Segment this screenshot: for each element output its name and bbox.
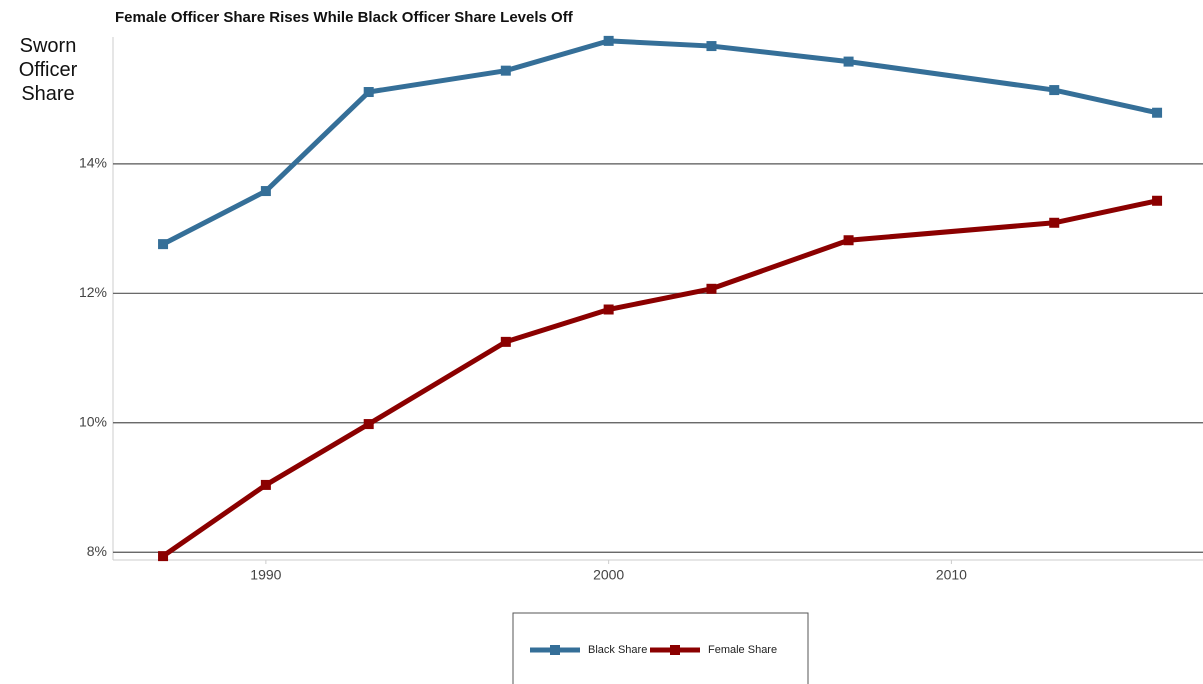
point [158, 551, 169, 562]
point [706, 41, 717, 52]
point [1049, 85, 1060, 96]
y-tick-label: 14% [79, 155, 107, 171]
y-tick-label: 12% [79, 284, 107, 300]
legend-marker [550, 645, 560, 655]
point [1049, 217, 1060, 228]
x-tick-label: 2000 [593, 567, 624, 583]
point [260, 186, 271, 197]
y-tick-label: 8% [87, 543, 107, 559]
x-tick-label: 1990 [250, 567, 281, 583]
point [363, 419, 374, 430]
point [1152, 107, 1163, 118]
point [260, 479, 271, 490]
point [500, 336, 511, 347]
chart-title: Female Officer Share Rises While Black O… [115, 9, 574, 26]
legend-label: Female Share [708, 644, 777, 656]
point [158, 239, 169, 250]
y-tick-label: 10% [79, 413, 107, 429]
x-tick-label: 2010 [936, 567, 967, 583]
series-line [161, 38, 1158, 247]
point [1152, 195, 1163, 206]
point [363, 87, 374, 98]
legend-label: Black Share [588, 644, 647, 656]
y-axis-title: Sworn Officer Share [18, 35, 78, 105]
point [500, 65, 511, 76]
series-line [161, 198, 1158, 559]
point [843, 235, 854, 246]
point [603, 304, 614, 315]
point [706, 283, 717, 294]
point [843, 56, 854, 67]
legend-marker [670, 645, 680, 655]
point [603, 35, 614, 46]
